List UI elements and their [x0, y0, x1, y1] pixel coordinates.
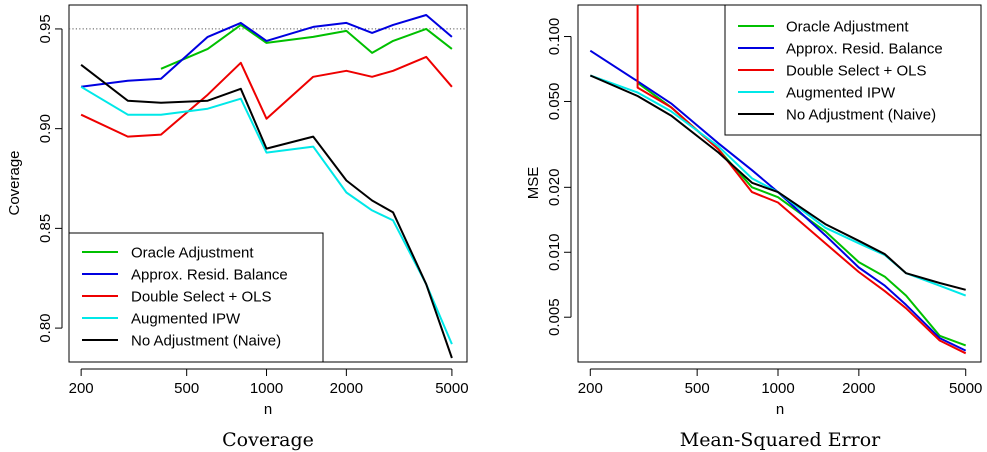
coverage-legend-item: No Adjustment (Naive) — [82, 333, 281, 350]
coverage-legend-label: No Adjustment (Naive) — [131, 333, 281, 350]
coverage-series-line — [80, 85, 453, 345]
coverage-series-line — [80, 14, 453, 88]
mse-y-tick-label: 0.100 — [546, 18, 563, 56]
coverage-legend-item: Oracle Adjustment — [82, 245, 254, 262]
mse-y-tick-label: 0.050 — [546, 83, 563, 121]
coverage-caption: Coverage — [222, 429, 314, 451]
coverage-y-axis-label: Coverage — [6, 150, 23, 215]
mse-axes-layer: 200 500 1000 2000 5000 0.005 0.010 0.020 0.050 0.… — [546, 18, 982, 397]
coverage-legend-label: Augmented IPW — [131, 311, 241, 328]
coverage-x-tick-label: 500 — [174, 380, 199, 397]
coverage-legend: Oracle Adjustment Approx. Resid. Balance… — [68, 232, 324, 363]
mse-series-line — [589, 74, 966, 291]
coverage-legend-label: Approx. Resid. Balance — [131, 267, 288, 284]
coverage-series-line — [80, 55, 453, 138]
mse-legend-label: Augmented IPW — [786, 85, 896, 102]
mse-y-axis-label: MSE — [525, 167, 542, 200]
mse-legend: Oracle Adjustment Approx. Resid. Balance… — [724, 4, 982, 136]
coverage-series-line — [160, 23, 453, 70]
coverage-legend-item: Double Select + OLS — [82, 289, 272, 306]
coverage-y-tick-label: 0.85 — [37, 214, 54, 243]
coverage-y-tick-label: 0.95 — [37, 14, 54, 43]
mse-legend-label: Oracle Adjustment — [786, 19, 909, 36]
coverage-series-line — [80, 64, 453, 359]
mse-legend-label: Double Select + OLS — [786, 63, 927, 80]
coverage-x-tick-label: 200 — [69, 380, 94, 397]
coverage-legend-label: Oracle Adjustment — [131, 245, 254, 262]
coverage-series-layer — [80, 14, 453, 359]
coverage-y-tick-label: 0.90 — [37, 114, 54, 143]
coverage-x-tick-label: 2000 — [330, 380, 363, 397]
mse-legend-item: Oracle Adjustment — [738, 19, 909, 36]
mse-legend-item: No Adjustment (Naive) — [738, 107, 936, 124]
mse-series-line — [589, 49, 967, 352]
mse-caption: Mean-Squared Error — [680, 429, 881, 451]
coverage-axes-layer: 200 500 1000 2000 5000 0.80 0.85 0.90 0.95 — [37, 14, 469, 397]
mse-legend-item: Augmented IPW — [738, 85, 896, 102]
coverage-legend-item: Approx. Resid. Balance — [82, 267, 288, 284]
mse-panel: 200 500 1000 2000 5000 0.005 0.010 0.020 0.050 0.… — [525, 4, 982, 451]
mse-y-tick-label: 0.020 — [546, 169, 563, 207]
mse-y-tick-label: 0.010 — [546, 233, 563, 271]
mse-series-line — [636, 5, 967, 355]
coverage-legend-item: Augmented IPW — [82, 311, 241, 328]
mse-legend-label: No Adjustment (Naive) — [786, 107, 936, 124]
coverage-x-axis-label: n — [264, 401, 272, 418]
mse-y-tick-label: 0.005 — [546, 298, 563, 336]
coverage-x-tick-label: 1000 — [250, 380, 283, 397]
mse-x-tick-label: 200 — [578, 380, 603, 397]
coverage-y-tick-label: 0.80 — [37, 313, 54, 342]
mse-legend-label: Approx. Resid. Balance — [786, 41, 943, 58]
mse-x-tick-label: 2000 — [842, 380, 875, 397]
coverage-panel: 200 500 1000 2000 5000 0.80 0.85 0.90 0.95 Oracl… — [6, 4, 469, 451]
mse-series-layer — [589, 5, 967, 355]
coverage-x-tick-label: 5000 — [435, 380, 468, 397]
mse-legend-item: Double Select + OLS — [738, 63, 927, 80]
mse-x-axis-label: n — [776, 401, 784, 418]
mse-x-tick-label: 1000 — [761, 380, 794, 397]
mse-legend-item: Approx. Resid. Balance — [738, 41, 943, 58]
mse-x-tick-label: 5000 — [949, 380, 982, 397]
mse-x-tick-label: 500 — [685, 380, 710, 397]
coverage-legend-label: Double Select + OLS — [131, 289, 272, 306]
